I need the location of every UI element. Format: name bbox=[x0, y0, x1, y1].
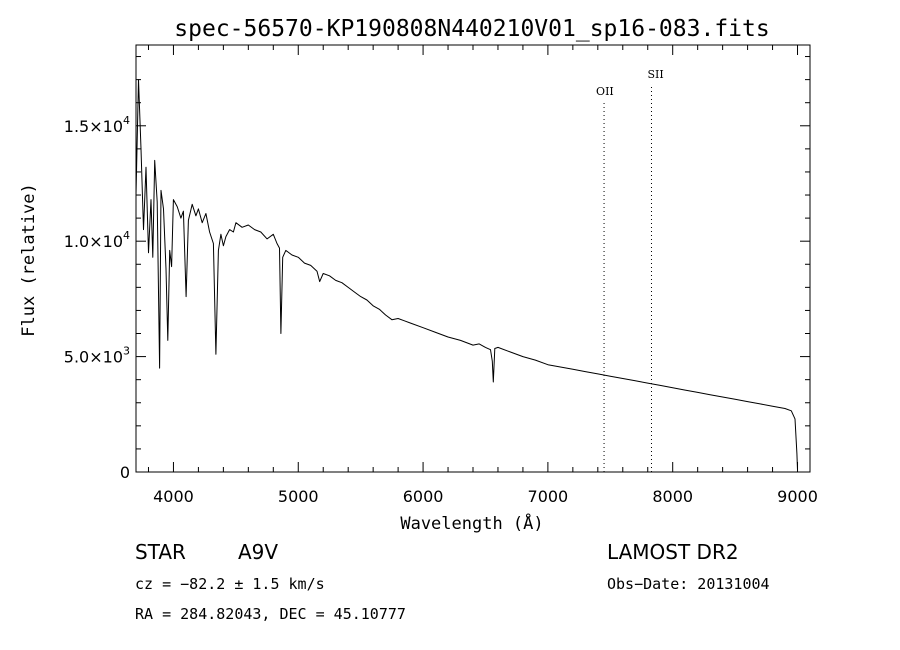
y-tick-labels: 0 5.0×103 1.0×104 1.5×104 bbox=[64, 114, 130, 482]
plot-frame bbox=[135, 44, 811, 473]
annotation-label: OII bbox=[596, 85, 614, 98]
x-tick-label: 4000 bbox=[153, 487, 194, 506]
annotation-label: SII bbox=[647, 68, 663, 81]
object-type: STAR bbox=[135, 540, 186, 564]
spectrum-line bbox=[135, 79, 798, 470]
coordinates: RA = 284.82043, DEC = 45.10777 bbox=[135, 605, 406, 623]
redshift-cz: cz = −82.2 ± 1.5 km/s bbox=[135, 575, 325, 593]
x-tick-label: 7000 bbox=[528, 487, 569, 506]
x-tick-label: 9000 bbox=[777, 487, 818, 506]
x-tick-label: 8000 bbox=[652, 487, 693, 506]
x-tick-labels: 4000 5000 6000 7000 8000 9000 bbox=[153, 487, 818, 506]
y-tick-label: 1.0×104 bbox=[64, 229, 130, 251]
spectrum-chart: spec-56570-KP190808N440210V01_sp16-083.f… bbox=[19, 16, 818, 534]
chart-title: spec-56570-KP190808N440210V01_sp16-083.f… bbox=[174, 16, 769, 42]
line-annotations: OII SII bbox=[596, 68, 664, 472]
y-tick-label: 0 bbox=[120, 463, 130, 482]
obs-date: Obs−Date: 20131004 bbox=[607, 575, 770, 593]
x-axis-label: Wavelength (Å) bbox=[400, 512, 543, 534]
y-axis-label: Flux (relative) bbox=[19, 183, 39, 337]
y-tick-label: 5.0×103 bbox=[64, 345, 130, 367]
x-tick-label: 5000 bbox=[278, 487, 319, 506]
spectral-subclass: A9V bbox=[238, 540, 279, 564]
y-tick-label: 1.5×104 bbox=[64, 114, 130, 136]
axis-ticks bbox=[136, 45, 810, 473]
x-tick-label: 6000 bbox=[403, 487, 444, 506]
survey-name: LAMOST DR2 bbox=[607, 540, 739, 564]
